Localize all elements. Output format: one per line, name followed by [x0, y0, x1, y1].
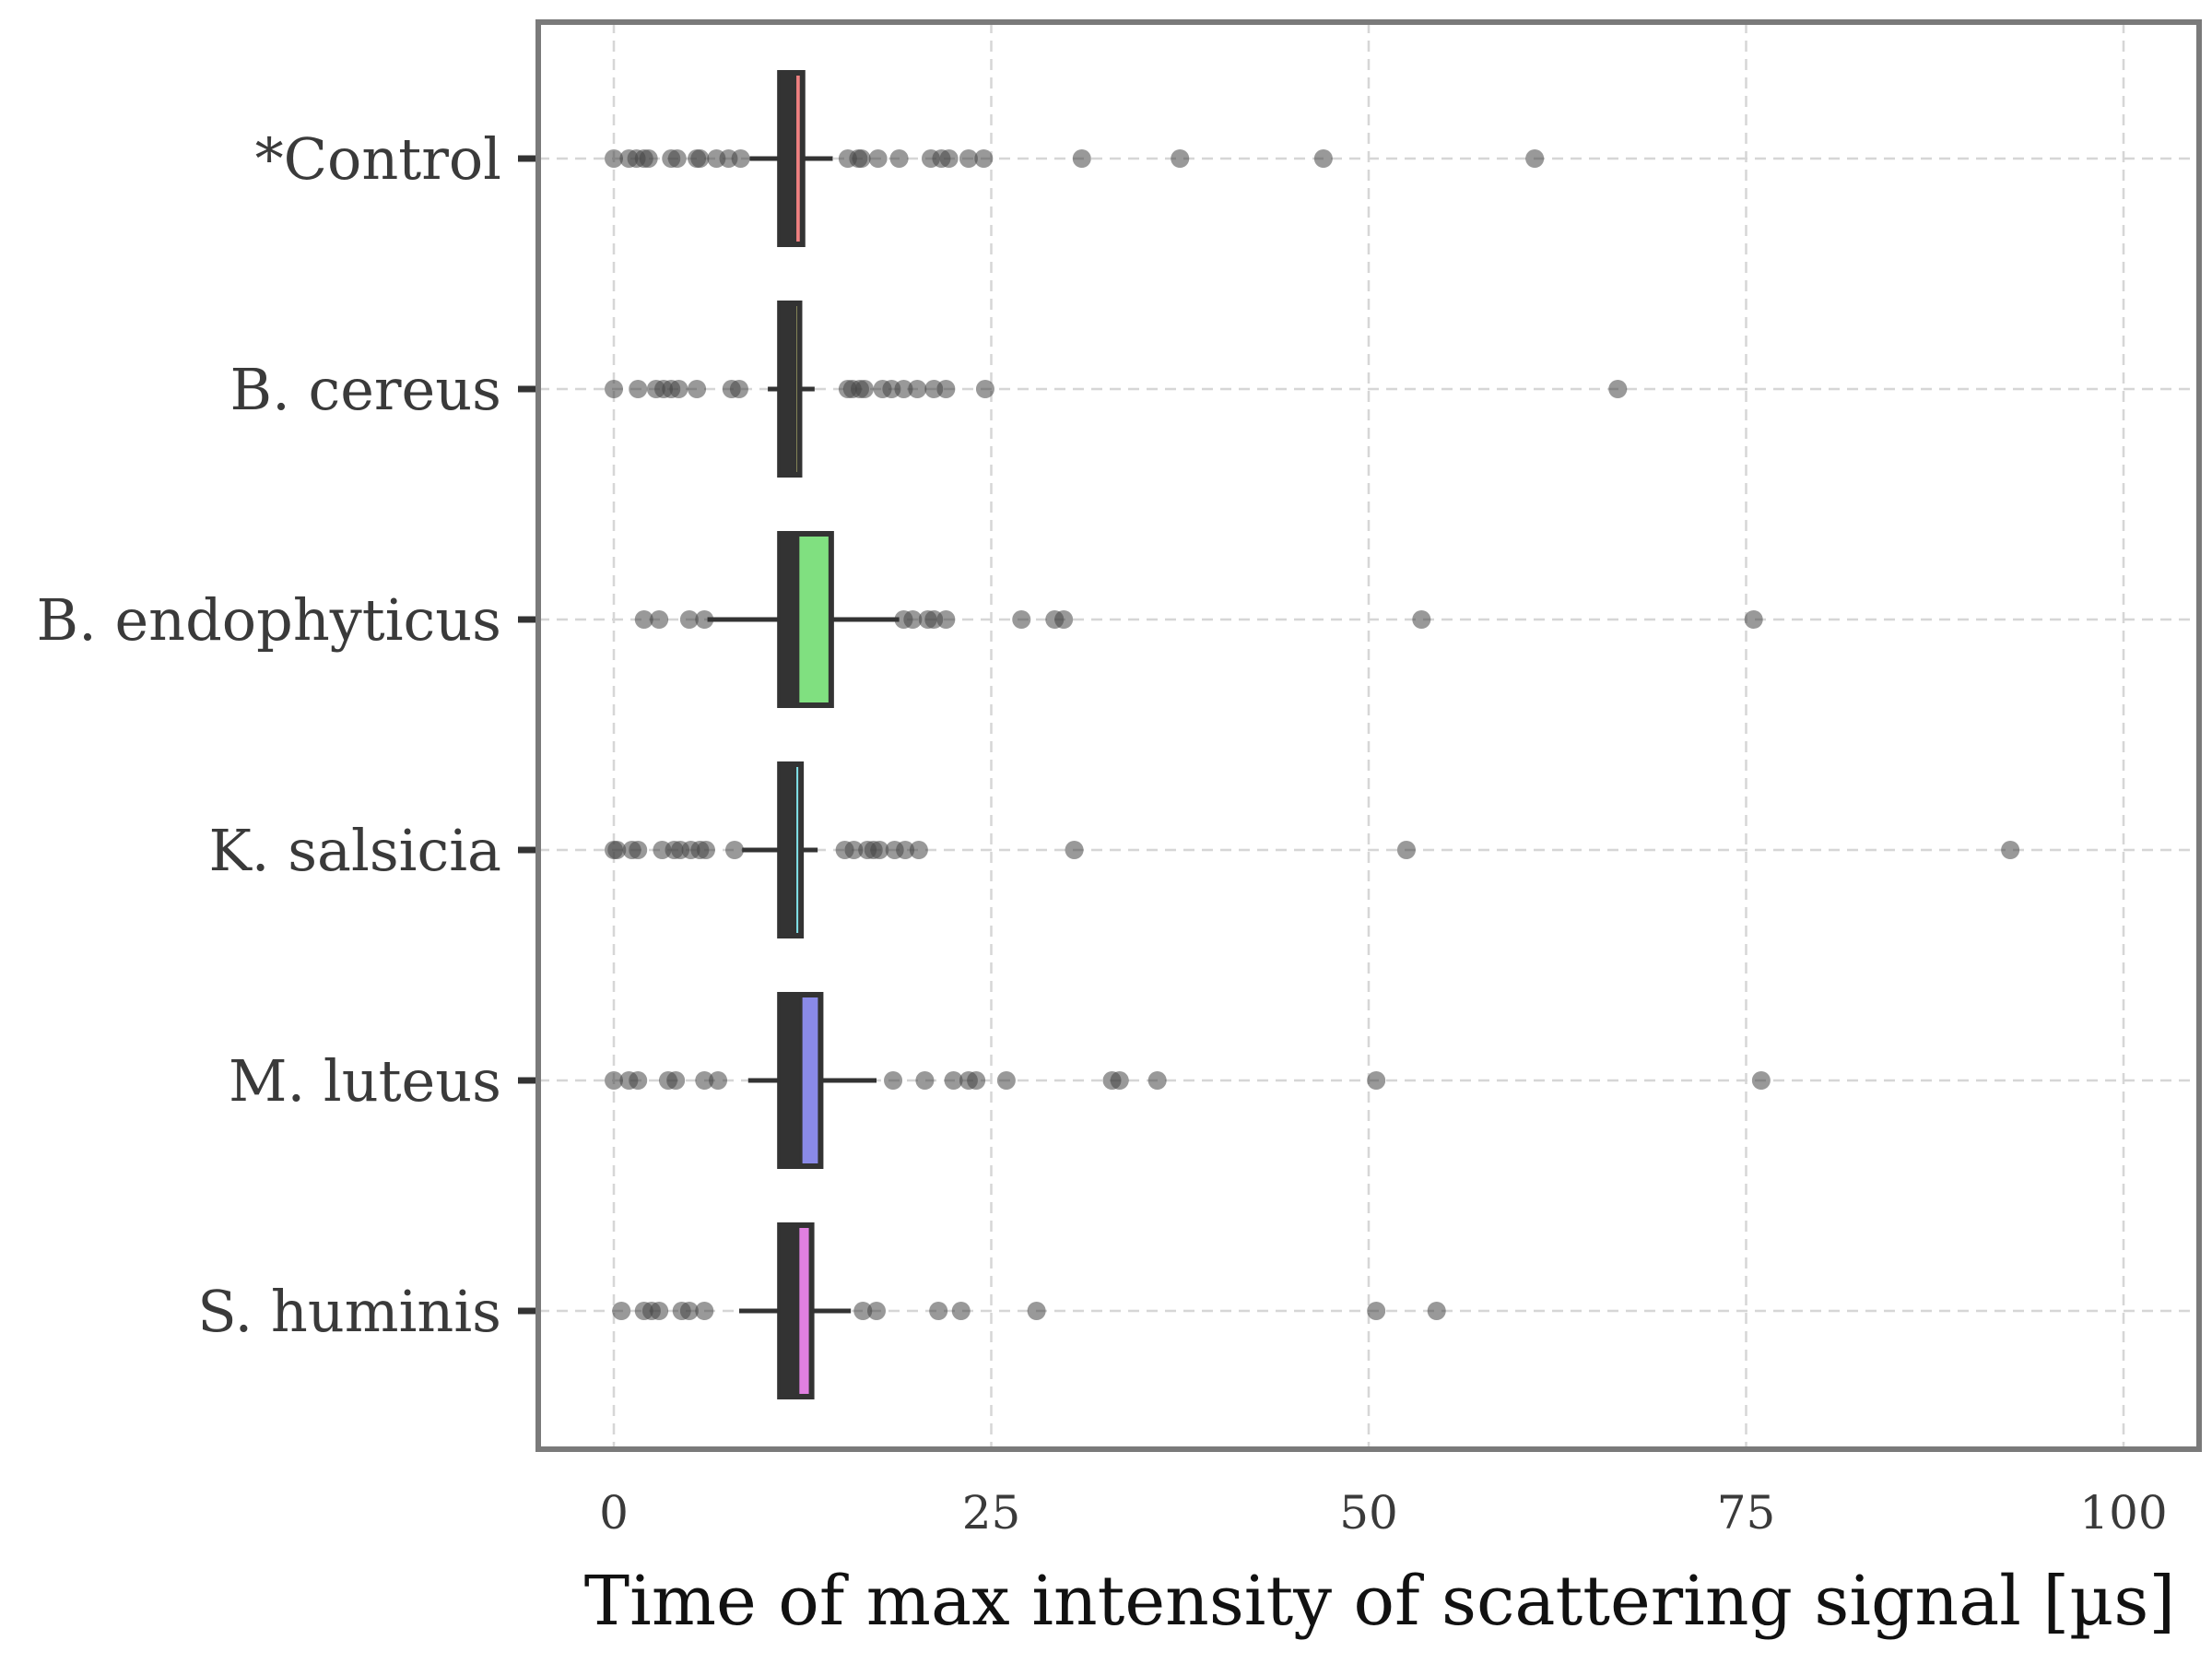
- outlier-point: [650, 610, 669, 629]
- median-bar: [780, 995, 802, 1166]
- x-tick-label: 0: [599, 1486, 629, 1540]
- outlier-point: [854, 380, 874, 398]
- outlier-point: [1412, 610, 1431, 629]
- outlier-point: [853, 1302, 873, 1320]
- outlier-point: [1608, 380, 1628, 398]
- outlier-point: [908, 380, 927, 398]
- outlier-point: [1751, 1071, 1771, 1090]
- category-label: M. luteus: [229, 1047, 501, 1115]
- outlier-point: [669, 380, 688, 398]
- outlier-point: [929, 1302, 948, 1320]
- outlier-point: [974, 149, 994, 168]
- outlier-point: [1525, 149, 1545, 168]
- x-axis-title: Time of max intensity of scattering sign…: [584, 1562, 2175, 1641]
- outlier-point: [629, 1071, 648, 1090]
- outlier-point: [679, 1302, 699, 1320]
- outlier-point: [709, 1071, 728, 1090]
- outlier-point: [915, 1071, 935, 1090]
- outlier-point: [695, 1302, 714, 1320]
- outlier-point: [939, 149, 959, 168]
- x-axis: 0 25 50 75 100: [599, 1486, 2168, 1540]
- outlier-point: [1054, 610, 1074, 629]
- outlier-point: [909, 841, 928, 859]
- outlier-point: [884, 1071, 903, 1090]
- box-glyphs: [707, 70, 900, 1399]
- outlier-point: [1072, 149, 1091, 168]
- outlier-point: [690, 149, 710, 168]
- outlier-point: [852, 149, 871, 168]
- outlier-point: [1313, 149, 1333, 168]
- outlier-point: [1012, 610, 1031, 629]
- outlier-point: [725, 841, 745, 859]
- outlier-point: [996, 1071, 1016, 1090]
- outlier-point: [695, 610, 714, 629]
- outlier-point: [967, 1071, 986, 1090]
- outlier-point: [629, 841, 648, 859]
- plot-frame: [535, 19, 2202, 1452]
- category-label: B. cereus: [230, 356, 501, 423]
- outlier-point: [1147, 1071, 1167, 1090]
- outlier-point: [936, 610, 956, 629]
- category-label: B. endophyticus: [37, 586, 501, 654]
- outlier-point: [729, 380, 748, 398]
- outlier-point: [944, 1071, 963, 1090]
- outlier-point: [951, 1302, 971, 1320]
- median-bar: [780, 534, 798, 705]
- outlier-point: [1367, 1302, 1386, 1320]
- outlier-point: [629, 380, 648, 398]
- x-tick-label: 75: [1717, 1486, 1776, 1540]
- outlier-point: [612, 1302, 631, 1320]
- outlier-point: [1065, 841, 1084, 859]
- outlier-point: [605, 149, 623, 168]
- outlier-point: [1396, 841, 1416, 859]
- outlier-point: [1027, 1302, 1046, 1320]
- outlier-point: [2001, 841, 2020, 859]
- category-label: K. salsicia: [208, 817, 501, 884]
- outlier-point: [605, 380, 623, 398]
- outlier-point: [666, 1071, 686, 1090]
- outlier-point: [607, 841, 627, 859]
- outlier-point: [696, 841, 715, 859]
- median-bar: [780, 1225, 798, 1397]
- outlier-point: [634, 610, 653, 629]
- outlier-point: [1110, 1071, 1129, 1090]
- outlier-point: [903, 610, 923, 629]
- outlier-point: [688, 380, 707, 398]
- outlier-point: [959, 149, 978, 168]
- median-bar: [780, 764, 795, 936]
- outlier-point: [896, 841, 915, 859]
- outlier-point: [731, 149, 750, 168]
- outlier-point: [868, 149, 888, 168]
- outlier-point: [889, 149, 909, 168]
- x-tick-label: 50: [1339, 1486, 1398, 1540]
- category-label: S. huminis: [197, 1278, 501, 1345]
- outlier-point: [1744, 610, 1763, 629]
- outlier-point: [1171, 149, 1190, 168]
- median-bar: [780, 303, 795, 475]
- category-label: *Control: [255, 125, 501, 193]
- outlier-point: [894, 380, 913, 398]
- outlier-point: [867, 1302, 887, 1320]
- outlier-point: [679, 610, 699, 629]
- outlier-point: [1367, 1071, 1386, 1090]
- outlier-point: [975, 380, 994, 398]
- outlier-point: [870, 841, 889, 859]
- y-axis: *Control B. cereus B. endophyticus K. salsi…: [37, 125, 535, 1345]
- outlier-point: [605, 1071, 623, 1090]
- x-tick-label: 25: [962, 1486, 1021, 1540]
- outlier-point: [936, 380, 956, 398]
- x-tick-label: 100: [2079, 1486, 2167, 1540]
- outlier-point: [844, 841, 864, 859]
- outlier-point: [639, 149, 658, 168]
- outlier-point: [1427, 1302, 1446, 1320]
- outlier-point: [650, 1302, 669, 1320]
- outlier-points: [605, 149, 2020, 1320]
- median-bar: [780, 73, 795, 244]
- outlier-point: [667, 149, 687, 168]
- outlier-point: [695, 1071, 714, 1090]
